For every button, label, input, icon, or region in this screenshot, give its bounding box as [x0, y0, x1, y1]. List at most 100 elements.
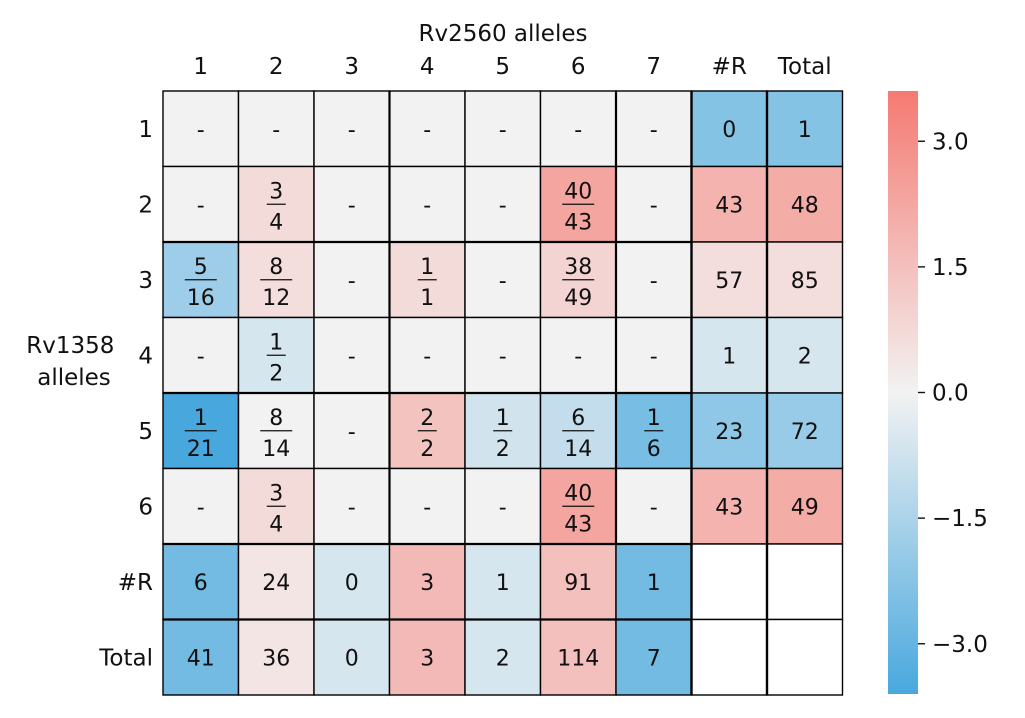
heatmap-cell [690, 543, 768, 621]
cell-numerator: 8 [269, 406, 283, 431]
cell-value: 114 [557, 646, 599, 671]
colorbar-tick-label: 1.5 [932, 255, 969, 281]
cell-numerator: 8 [269, 255, 283, 280]
y-tick-label: 6 [138, 494, 153, 520]
y-axis-title: Rv1358 alleles [26, 333, 121, 391]
cell-value: - [574, 344, 582, 369]
y-tick-label: #R [118, 570, 153, 596]
cell-value: 41 [187, 646, 215, 671]
cell-denominator: 49 [564, 286, 592, 311]
cell-value: - [197, 193, 205, 218]
cell-value: 36 [262, 646, 290, 671]
cell-value: - [423, 344, 431, 369]
heatmap-cell [313, 618, 391, 696]
cell-value: 57 [715, 269, 743, 294]
cell-value: 1 [496, 571, 510, 596]
heatmap-cell [162, 467, 240, 545]
heatmap-cell [162, 165, 240, 243]
heatmap-cell [313, 467, 391, 545]
heatmap-cell [162, 316, 240, 394]
cell-numerator: 2 [420, 406, 434, 431]
cell-value: - [574, 118, 582, 143]
colorbar-tick-label: −1.5 [932, 506, 988, 532]
cell-value: 0 [345, 646, 359, 671]
cell-denominator: 16 [187, 286, 215, 311]
colorbar: 3.0 1.5 0.0 −1.5 −3.0 [888, 91, 988, 694]
cell-denominator: 4 [269, 512, 283, 537]
x-tick-label: 7 [646, 54, 661, 80]
heatmap-cell [766, 618, 844, 696]
heatmap-cell [388, 467, 466, 545]
heatmap-cell [766, 392, 844, 470]
y-tick-labels: 1 2 3 4 5 6 #R Total [98, 117, 153, 672]
x-tick-label: Total [777, 54, 832, 80]
cell-value: - [348, 118, 356, 143]
x-tick-label: #R [712, 54, 747, 80]
cell-denominator: 2 [269, 361, 283, 386]
heatmap-cell [162, 618, 240, 696]
cell-denominator: 14 [262, 437, 290, 462]
y-tick-label: 2 [138, 192, 153, 218]
cell-numerator: 38 [564, 255, 592, 280]
cell-value: - [499, 495, 507, 520]
heatmap-cell [539, 90, 617, 168]
cell-value: - [499, 269, 507, 294]
cell-value: - [423, 118, 431, 143]
cell-value: - [348, 495, 356, 520]
cell-value: 2 [496, 646, 510, 671]
cell-value: - [423, 495, 431, 520]
cell-numerator: 3 [269, 481, 283, 506]
x-tick-label: 3 [344, 54, 359, 80]
cell-value: - [650, 269, 658, 294]
y-axis-title-line-1: Rv1358 [26, 333, 114, 359]
heatmap-cell [690, 241, 768, 319]
colorbar-tick-label: 3.0 [932, 129, 969, 155]
cell-denominator: 21 [187, 437, 215, 462]
heatmap-cell [237, 543, 315, 621]
cell-denominator: 14 [564, 437, 592, 462]
cell-value: - [348, 344, 356, 369]
y-tick-label: 5 [138, 419, 153, 445]
cell-numerator: 5 [194, 255, 208, 280]
cell-value: 0 [722, 118, 736, 143]
cell-value: 1 [647, 571, 661, 596]
cell-value: 7 [647, 646, 661, 671]
cell-value: 43 [715, 193, 743, 218]
cell-denominator: 2 [420, 437, 434, 462]
x-tick-label: 6 [571, 54, 586, 80]
cell-value: - [423, 193, 431, 218]
heatmap-cell [690, 618, 768, 696]
colorbar-gradient [888, 91, 918, 694]
heatmap-cell [539, 543, 617, 621]
cell-numerator: 1 [647, 406, 661, 431]
colorbar-ticks: 3.0 1.5 0.0 −1.5 −3.0 [918, 129, 988, 658]
colorbar-tick-label: −3.0 [932, 632, 988, 658]
cell-value: 24 [262, 571, 290, 596]
cell-numerator: 40 [564, 481, 592, 506]
cell-value: 23 [715, 420, 743, 445]
cell-value: 0 [345, 571, 359, 596]
y-tick-label: Total [98, 645, 153, 671]
cell-numerator: 1 [496, 406, 510, 431]
heatmap-cell [464, 316, 542, 394]
cell-value: 85 [791, 269, 819, 294]
cell-value: 49 [791, 495, 819, 520]
cell-value: 2 [798, 344, 812, 369]
heatmap-cell [313, 316, 391, 394]
cell-value: - [650, 118, 658, 143]
cell-value: - [348, 420, 356, 445]
cell-numerator: 1 [194, 406, 208, 431]
x-tick-label: 2 [269, 54, 284, 80]
cell-value: - [499, 193, 507, 218]
heatmap-cell [464, 165, 542, 243]
heatmap-cell [388, 543, 466, 621]
cell-numerator: 6 [571, 406, 585, 431]
cell-value: - [348, 269, 356, 294]
y-axis-title-line-2: alleles [37, 365, 111, 391]
x-tick-label: 1 [193, 54, 208, 80]
cell-denominator: 1 [420, 286, 434, 311]
heatmap-cell [615, 543, 693, 621]
cell-value: - [348, 193, 356, 218]
x-tick-label: 4 [420, 54, 435, 80]
